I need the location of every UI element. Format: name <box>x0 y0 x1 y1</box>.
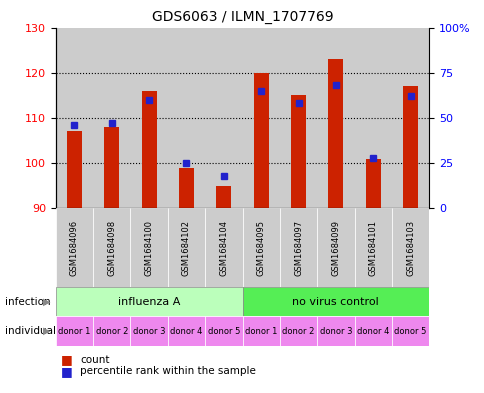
Text: GSM1684101: GSM1684101 <box>368 220 377 275</box>
Bar <box>93 28 130 208</box>
Bar <box>279 28 317 208</box>
Bar <box>279 208 317 287</box>
Bar <box>93 316 130 346</box>
Text: GSM1684100: GSM1684100 <box>144 220 153 275</box>
Bar <box>167 28 205 208</box>
Text: percentile rank within the sample: percentile rank within the sample <box>80 366 256 376</box>
Bar <box>216 185 231 208</box>
Text: ▶: ▶ <box>43 326 51 336</box>
Text: GSM1684096: GSM1684096 <box>70 220 79 275</box>
Text: donor 1: donor 1 <box>244 327 277 336</box>
Bar <box>104 127 119 208</box>
Text: GSM1684103: GSM1684103 <box>405 220 414 275</box>
Bar <box>242 28 279 208</box>
Title: GDS6063 / ILMN_1707769: GDS6063 / ILMN_1707769 <box>151 10 333 24</box>
Bar <box>402 86 417 208</box>
Text: donor 5: donor 5 <box>207 327 240 336</box>
Bar <box>179 167 194 208</box>
Text: donor 4: donor 4 <box>356 327 389 336</box>
Bar <box>365 158 380 208</box>
Bar <box>167 316 205 346</box>
Bar <box>56 287 242 316</box>
Text: infection: infection <box>5 297 50 307</box>
Bar <box>130 208 167 287</box>
Text: ■: ■ <box>60 365 72 378</box>
Bar <box>328 59 343 208</box>
Text: donor 2: donor 2 <box>282 327 314 336</box>
Bar <box>141 91 156 208</box>
Text: donor 3: donor 3 <box>133 327 165 336</box>
Bar <box>354 316 391 346</box>
Bar <box>56 316 93 346</box>
Bar <box>317 316 354 346</box>
Text: ▶: ▶ <box>43 297 51 307</box>
Bar <box>391 28 428 208</box>
Text: GSM1684104: GSM1684104 <box>219 220 228 275</box>
Bar <box>279 316 317 346</box>
Bar <box>167 208 205 287</box>
Text: count: count <box>80 354 109 365</box>
Bar <box>130 28 167 208</box>
Text: influenza A: influenza A <box>118 297 180 307</box>
Text: GSM1684097: GSM1684097 <box>293 220 302 275</box>
Text: GSM1684098: GSM1684098 <box>107 220 116 275</box>
Bar <box>205 28 242 208</box>
Text: donor 2: donor 2 <box>95 327 128 336</box>
Bar <box>317 28 354 208</box>
Bar <box>67 131 82 208</box>
Bar <box>290 95 305 208</box>
Text: donor 4: donor 4 <box>170 327 202 336</box>
Text: GSM1684095: GSM1684095 <box>256 220 265 275</box>
Text: GSM1684099: GSM1684099 <box>331 220 340 275</box>
Text: donor 5: donor 5 <box>393 327 426 336</box>
Bar <box>391 208 428 287</box>
Bar <box>130 316 167 346</box>
Bar <box>253 73 268 208</box>
Bar <box>354 28 391 208</box>
Bar <box>242 208 279 287</box>
Text: individual: individual <box>5 326 56 336</box>
Bar <box>391 316 428 346</box>
Bar <box>242 316 279 346</box>
Text: donor 1: donor 1 <box>58 327 91 336</box>
Bar <box>56 208 93 287</box>
Text: GSM1684102: GSM1684102 <box>182 220 191 275</box>
Bar <box>317 208 354 287</box>
Bar <box>93 208 130 287</box>
Text: donor 3: donor 3 <box>319 327 351 336</box>
Text: no virus control: no virus control <box>292 297 378 307</box>
Bar <box>354 208 391 287</box>
Bar <box>205 208 242 287</box>
Bar <box>205 316 242 346</box>
Text: ■: ■ <box>60 353 72 366</box>
Bar <box>56 28 93 208</box>
Bar <box>242 287 428 316</box>
